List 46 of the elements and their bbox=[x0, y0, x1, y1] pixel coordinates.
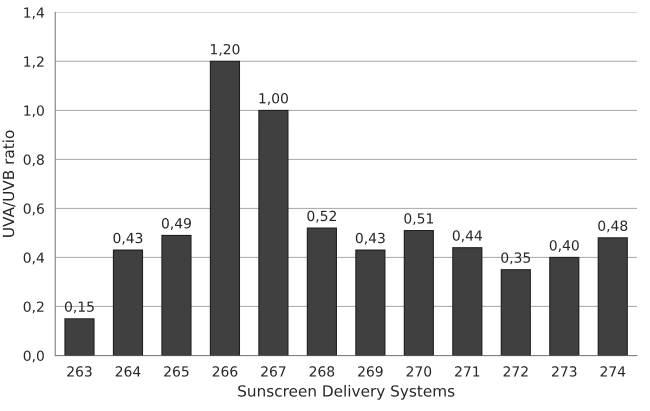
bar bbox=[404, 230, 434, 356]
x-tick-label: 263 bbox=[67, 366, 92, 377]
y-tick-label: 0,4 bbox=[24, 252, 44, 264]
data-label: 0,49 bbox=[162, 218, 191, 230]
data-label: 0,51 bbox=[404, 213, 434, 226]
data-label: 0,35 bbox=[501, 252, 530, 264]
bar bbox=[258, 110, 289, 356]
data-label: 0,40 bbox=[550, 240, 579, 252]
data-label: 1,20 bbox=[210, 44, 240, 56]
bar bbox=[210, 60, 240, 356]
bar bbox=[355, 250, 386, 356]
bar bbox=[306, 227, 337, 356]
x-tick-label: 270 bbox=[406, 366, 432, 377]
data-label: 0,48 bbox=[598, 220, 628, 232]
y-tick-label: 1,4 bbox=[24, 7, 44, 20]
bar bbox=[549, 256, 580, 356]
bar bbox=[161, 234, 192, 356]
data-label: 0,44 bbox=[452, 230, 482, 242]
y-tick-label: 0,0 bbox=[24, 350, 44, 362]
x-axis-title: Sunscreen Delivery Systems bbox=[238, 384, 454, 400]
bar bbox=[598, 237, 628, 356]
y-tick-label: 0,6 bbox=[24, 203, 44, 216]
y-tick-label: 1,0 bbox=[24, 105, 44, 118]
data-label: 0,43 bbox=[113, 232, 142, 245]
x-tick-label: 268 bbox=[310, 366, 334, 377]
x-tick-label: 272 bbox=[504, 366, 528, 376]
y-tick-label: 0,8 bbox=[24, 154, 44, 166]
y-tick-label: 0,2 bbox=[24, 301, 44, 314]
data-label: 0,43 bbox=[356, 232, 385, 245]
data-label: 0,52 bbox=[307, 210, 336, 223]
bar bbox=[64, 318, 95, 356]
x-tick-label: 265 bbox=[164, 366, 188, 377]
y-tick-label: 1,2 bbox=[24, 56, 44, 68]
data-label: 1,00 bbox=[259, 93, 288, 105]
x-tick-label: 267 bbox=[261, 366, 286, 377]
data-label: 0,15 bbox=[64, 301, 94, 314]
x-tick-label: 269 bbox=[358, 366, 383, 377]
bar bbox=[500, 269, 531, 356]
x-tick-label: 273 bbox=[552, 366, 576, 377]
x-tick-label: 271 bbox=[455, 366, 480, 376]
bar bbox=[112, 250, 144, 356]
y-axis-title: UVA/UVB ratio bbox=[2, 130, 16, 237]
x-tick-label: 264 bbox=[116, 366, 140, 377]
x-tick-label: 274 bbox=[600, 366, 626, 376]
x-tick-label: 266 bbox=[212, 366, 238, 377]
bar bbox=[452, 247, 482, 356]
